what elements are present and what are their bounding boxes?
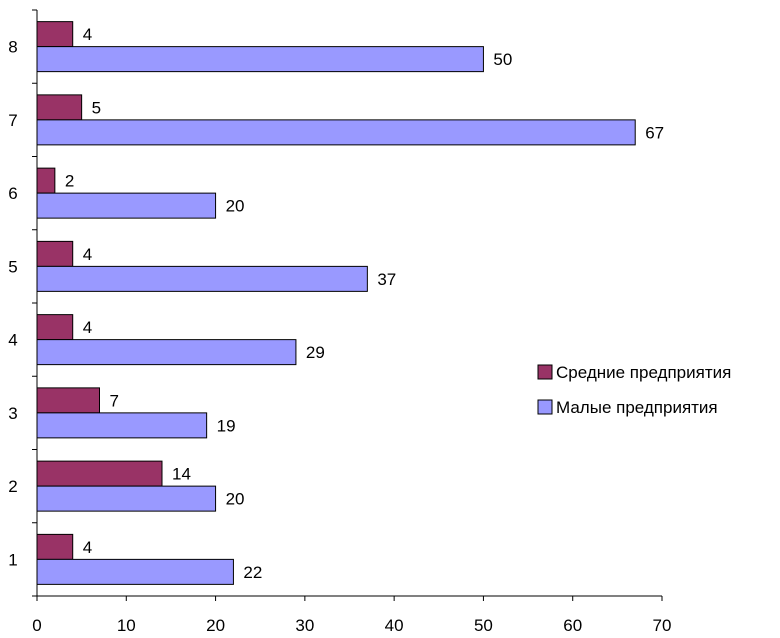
x-tick-label: 0 (32, 616, 41, 635)
y-tick-label: 1 (8, 550, 17, 569)
bar-small-4 (36, 339, 297, 366)
data-label: 37 (377, 270, 396, 289)
y-tick-label: 7 (8, 111, 17, 130)
data-label: 5 (92, 98, 101, 117)
bar-small-8 (36, 46, 484, 73)
x-tick-label: 10 (117, 616, 136, 635)
data-label: 4 (83, 25, 92, 44)
y-tick-label: 3 (8, 404, 17, 423)
y-tick-label: 5 (8, 257, 17, 276)
data-label: 67 (645, 123, 664, 142)
data-label: 20 (226, 197, 245, 216)
legend-swatch (537, 399, 553, 415)
data-label: 22 (243, 563, 262, 582)
x-tick-label: 70 (653, 616, 672, 635)
y-tick-label: 8 (8, 38, 17, 57)
legend-label: Средние предприятия (556, 363, 731, 382)
bar-medium-6 (36, 167, 56, 194)
bar-medium-3 (36, 387, 100, 414)
data-label: 19 (217, 416, 236, 435)
data-label: 29 (306, 343, 325, 362)
bar-medium-5 (36, 240, 74, 267)
x-tick-label: 40 (385, 616, 404, 635)
data-label: 4 (83, 318, 92, 337)
bar-medium-2 (36, 460, 163, 487)
bar-small-7 (36, 119, 636, 146)
x-tick-label: 50 (474, 616, 493, 635)
y-tick-label: 4 (8, 331, 17, 350)
data-label: 7 (110, 391, 119, 410)
bar-small-6 (36, 192, 217, 219)
bar-small-3 (36, 412, 208, 439)
legend-label: Малые предприятия (556, 398, 718, 417)
bar-medium-8 (36, 21, 74, 48)
legend-swatch (537, 364, 553, 380)
data-label: 2 (65, 172, 74, 191)
bar-medium-7 (36, 94, 83, 121)
x-tick-label: 30 (295, 616, 314, 635)
x-tick-label: 60 (563, 616, 582, 635)
y-tick-label: 2 (8, 477, 17, 496)
data-label: 4 (83, 538, 92, 557)
y-tick-label: 6 (8, 184, 17, 203)
data-label: 14 (172, 465, 191, 484)
data-label: 20 (226, 490, 245, 509)
legend: Средние предприятия Малые предприятия (537, 363, 731, 417)
bar-small-1 (36, 558, 234, 585)
bars: 4 22 14 20 7 19 4 29 4 37 2 20 5 67 4 50 (36, 21, 664, 585)
bar-small-5 (36, 265, 368, 292)
data-label: 50 (493, 50, 512, 69)
bar-medium-4 (36, 314, 74, 341)
data-label: 4 (83, 245, 92, 264)
bar-medium-1 (36, 533, 74, 560)
bar-small-2 (36, 485, 217, 512)
x-tick-label: 20 (206, 616, 225, 635)
